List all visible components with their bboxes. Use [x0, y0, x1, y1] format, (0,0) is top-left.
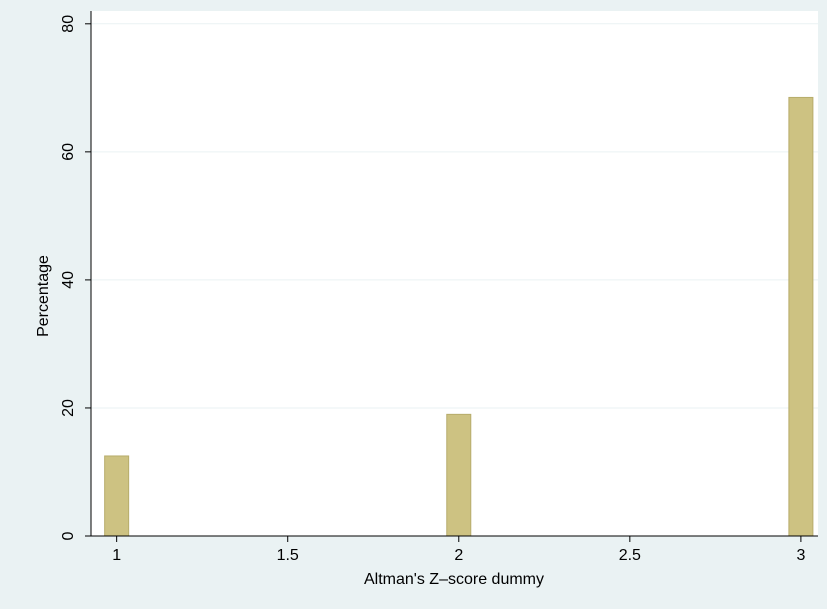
x-axis-title: Altman's Z–score dummy [364, 571, 544, 588]
y-tick-label: 20 [60, 399, 77, 417]
bar [788, 96, 814, 537]
y-tick-label: 80 [60, 15, 77, 33]
x-axis-ticks: 1 1.5 2 2.5 3 [112, 536, 805, 564]
gridlines [91, 23, 818, 409]
y-axis-ticks: 0 20 40 60 80 [60, 15, 91, 540]
bar [446, 413, 472, 537]
y-tick-label: 0 [60, 531, 77, 540]
x-tick-label: 2.5 [619, 547, 641, 564]
y-tick-label: 40 [60, 271, 77, 289]
y-axis-title: Percentage [35, 255, 52, 337]
x-tick-label: 2 [454, 547, 463, 564]
y-tick-label: 60 [60, 143, 77, 161]
bar [104, 455, 130, 537]
x-tick-label: 3 [796, 547, 805, 564]
x-tick-label: 1 [112, 547, 121, 564]
x-tick-label: 1.5 [277, 547, 299, 564]
